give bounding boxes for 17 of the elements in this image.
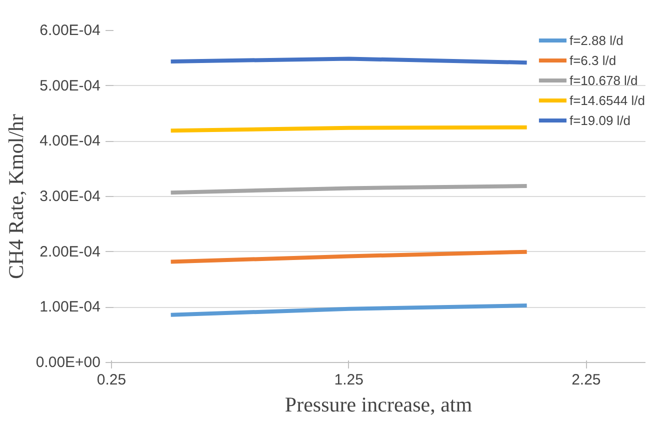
y-axis-title: CH4 Rate, Kmol/hr bbox=[4, 114, 28, 280]
legend-label: f=6.3 l/d bbox=[569, 52, 616, 68]
y-tick-label: 1.00E-04 bbox=[40, 298, 101, 316]
x-tick-label: 1.25 bbox=[334, 372, 364, 388]
legend-label: f=14.6544 l/d bbox=[569, 92, 645, 108]
x-tick-label: 0.25 bbox=[96, 372, 126, 388]
y-tick-label: 0.00E+00 bbox=[36, 354, 101, 371]
y-tick-label: 5.00E-04 bbox=[40, 77, 101, 94]
y-tick-label: 2.00E-04 bbox=[40, 243, 101, 260]
x-tick-label: 2.25 bbox=[572, 372, 601, 388]
y-tick-label: 3.00E-04 bbox=[40, 188, 101, 205]
y-tick-label: 4.00E-04 bbox=[40, 132, 101, 150]
legend-label: f=2.88 l/d bbox=[569, 32, 624, 48]
legend-label: f=19.09 l/d bbox=[569, 112, 631, 128]
legend-label: f=10.678 l/d bbox=[569, 72, 638, 88]
x-axis-title: Pressure increase, atm bbox=[284, 392, 472, 416]
y-tick-label: 6.00E-04 bbox=[40, 22, 101, 39]
